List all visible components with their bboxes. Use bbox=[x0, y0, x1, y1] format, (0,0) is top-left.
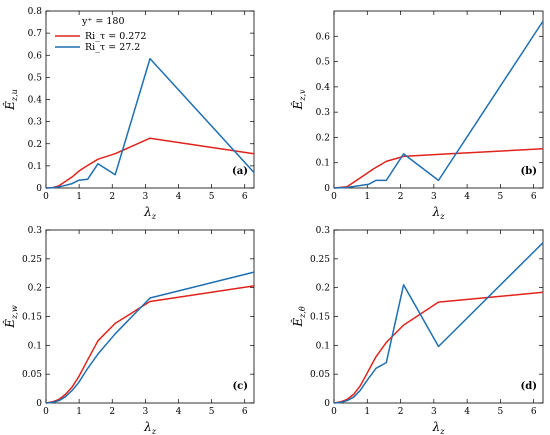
x-tick-label: 0 bbox=[331, 407, 337, 417]
y-tick-label: 0.2 bbox=[28, 140, 42, 150]
x-tick-label: 5 bbox=[209, 407, 215, 417]
x-tick-label: 0 bbox=[43, 407, 49, 417]
y-axis-label: Êz,θ bbox=[290, 306, 307, 328]
y-tick-label: 0.2 bbox=[316, 284, 330, 294]
panel-label: (a) bbox=[232, 166, 248, 177]
x-tick-label: 0 bbox=[331, 192, 337, 202]
y-axis-label: Êz,w bbox=[2, 305, 19, 329]
x-tick-label: 2 bbox=[398, 407, 404, 417]
y-tick-label: 0.15 bbox=[22, 313, 42, 323]
x-tick-label: 1 bbox=[76, 407, 82, 417]
y-tick-label: 0.3 bbox=[316, 226, 331, 236]
y-tick-label: 0.3 bbox=[28, 226, 43, 236]
y-tick-label: 0.1 bbox=[316, 159, 330, 169]
x-axis-label: λz bbox=[432, 420, 446, 435]
x-tick-label: 6 bbox=[531, 192, 537, 202]
y-tick-label: 0.05 bbox=[22, 370, 42, 380]
y-tick-label: 0.4 bbox=[28, 96, 43, 106]
y-tick-label: 0.25 bbox=[22, 255, 42, 265]
y-tick-label: 0.05 bbox=[310, 370, 330, 380]
x-tick-label: 2 bbox=[109, 192, 115, 202]
series-line-ri-0-272 bbox=[333, 148, 544, 189]
legend-title: y⁺ = 180 bbox=[81, 16, 125, 27]
x-tick-label: 6 bbox=[531, 407, 537, 417]
panel-a: 0 1 2 3 4 5 6 0 0.1 0.2 0.3 0.4 0.5 0.6 0.7 0.8 (a) λz Êz,… bbox=[2, 7, 255, 221]
y-tick-label: 0.6 bbox=[316, 32, 331, 42]
y-tick-label: 0.3 bbox=[316, 108, 331, 118]
series-line-ri-27-2 bbox=[45, 57, 255, 189]
plot-frame bbox=[45, 229, 255, 404]
x-tick-label: 2 bbox=[109, 407, 115, 417]
series-line-ri-0-272 bbox=[333, 291, 544, 404]
y-axis-label: Êz,u bbox=[2, 89, 19, 111]
y-tick-label: 0.2 bbox=[28, 284, 42, 294]
y-tick-label: 0.1 bbox=[28, 162, 42, 172]
x-axis-label: λz bbox=[143, 205, 157, 221]
x-tick-label: 6 bbox=[242, 407, 248, 417]
x-tick-label: 4 bbox=[464, 192, 470, 202]
plot-frame bbox=[333, 10, 544, 189]
series-line-ri-27-2 bbox=[45, 271, 255, 404]
y-tick-label: 0.2 bbox=[316, 133, 330, 143]
legend-entry: Ri_τ = 0.272 bbox=[85, 31, 146, 42]
x-tick-label: 1 bbox=[364, 192, 370, 202]
y-tick-label: 0.25 bbox=[310, 255, 330, 265]
x-tick-label: 1 bbox=[364, 407, 370, 417]
x-tick-label: 3 bbox=[142, 407, 148, 417]
x-tick-label: 0 bbox=[43, 192, 49, 202]
x-tick-label: 1 bbox=[76, 192, 82, 202]
panel-label: (c) bbox=[232, 381, 248, 392]
plot-frame bbox=[45, 10, 255, 189]
x-tick-label: 4 bbox=[176, 407, 182, 417]
y-tick-label: 0.5 bbox=[28, 73, 43, 83]
y-tick-label: 0 bbox=[324, 184, 330, 194]
x-tick-label: 5 bbox=[498, 192, 504, 202]
legend-entry: Ri_τ = 27.2 bbox=[85, 42, 140, 53]
x-tick-label: 4 bbox=[464, 407, 470, 417]
series-line-ri-0-272 bbox=[45, 137, 255, 189]
y-tick-label: 0.1 bbox=[316, 341, 330, 351]
x-tick-label: 2 bbox=[398, 192, 404, 202]
y-tick-label: 0.3 bbox=[28, 118, 43, 128]
x-axis-label: λz bbox=[143, 420, 157, 435]
x-tick-label: 5 bbox=[498, 407, 504, 417]
x-tick-label: 3 bbox=[142, 192, 148, 202]
panel-label: (b) bbox=[521, 166, 537, 177]
x-axis-label: λz bbox=[432, 205, 446, 221]
y-tick-label: 0.4 bbox=[316, 83, 331, 93]
y-tick-label: 0 bbox=[36, 399, 42, 409]
y-tick-label: 0.8 bbox=[28, 7, 43, 17]
panel-c: 0 1 2 3 4 5 6 0 0.05 0.1 0.15 0.2 0.25 0.3 (c) λz Êz,w bbox=[2, 226, 255, 435]
series-line-ri-27-2 bbox=[333, 242, 544, 404]
x-tick-label: 3 bbox=[431, 407, 437, 417]
series-line-ri-0-272 bbox=[45, 285, 255, 404]
panel-d: 0 1 2 3 4 5 6 0 0.05 0.1 0.15 0.2 0.25 0.3 (d) λz Êz,θ bbox=[290, 226, 544, 435]
y-tick-label: 0.7 bbox=[28, 29, 43, 39]
series-line-ri-27-2 bbox=[333, 20, 544, 189]
y-tick-label: 0.1 bbox=[28, 341, 42, 351]
panel-b: 0 1 2 3 4 5 6 0 0.1 0.2 0.3 0.4 0.5 0.6 (b) λz Êz,v bbox=[290, 10, 544, 221]
y-axis-label: Êz,v bbox=[290, 89, 307, 111]
y-tick-label: 0.5 bbox=[316, 58, 331, 68]
y-tick-label: 0 bbox=[36, 184, 42, 194]
x-tick-label: 3 bbox=[431, 192, 437, 202]
x-tick-label: 6 bbox=[242, 192, 248, 202]
y-tick-label: 0.6 bbox=[28, 51, 43, 61]
x-tick-label: 4 bbox=[176, 192, 182, 202]
y-tick-label: 0 bbox=[324, 399, 330, 409]
x-tick-label: 5 bbox=[209, 192, 215, 202]
y-tick-label: 0.15 bbox=[310, 313, 330, 323]
panel-label: (d) bbox=[521, 381, 537, 392]
